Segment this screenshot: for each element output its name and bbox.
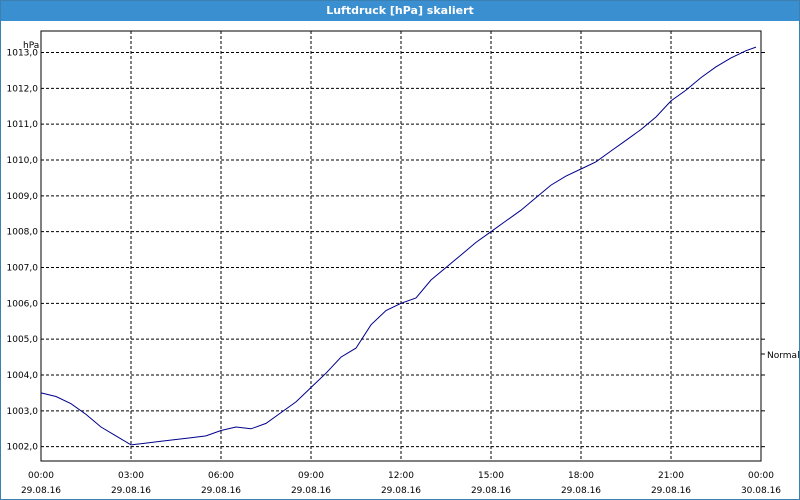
y-tick-label: 1010,0 xyxy=(7,156,39,166)
y-tick-label: 1008,0 xyxy=(7,228,39,238)
x-tick-date: 29.08.16 xyxy=(561,486,601,496)
y-tick-label: 1013,0 xyxy=(7,49,39,59)
legend-label-normal: Normal xyxy=(767,351,799,361)
x-tick-time: 15:00 xyxy=(478,471,504,481)
y-tick-label: 1002,0 xyxy=(7,443,39,453)
x-tick-date: 29.08.16 xyxy=(21,486,61,496)
x-tick-time: 21:00 xyxy=(658,471,684,481)
grid-lines xyxy=(41,31,765,461)
x-tick-time: 18:00 xyxy=(568,471,594,481)
x-tick-time: 06:00 xyxy=(208,471,234,481)
x-tick-labels: 00:00 29.08.16 03:00 29.08.16 06:00 29.08.16 0… xyxy=(21,471,781,496)
y-axis-unit: hPa xyxy=(23,41,39,51)
chart-svg: hPa 1002,0 1003,0 1004,0 1005,0 1006,0 1007,0… xyxy=(7,30,799,496)
y-tick-label: 1009,0 xyxy=(7,192,39,202)
y-tick-label: 1012,0 xyxy=(7,84,39,94)
x-tick-time: 00:00 xyxy=(748,471,774,481)
x-tick-date: 30.08.16 xyxy=(741,486,781,496)
x-tick-time: 03:00 xyxy=(118,471,144,481)
series-line-normal xyxy=(40,46,757,446)
window-title: Luftdruck [hPa] skaliert xyxy=(1,1,799,21)
x-tick-date: 29.08.16 xyxy=(471,486,511,496)
x-tick-date: 29.08.16 xyxy=(651,486,691,496)
x-tick-date: 29.08.16 xyxy=(111,486,151,496)
x-tick-time: 12:00 xyxy=(388,471,414,481)
y-tick-label: 1006,0 xyxy=(7,299,39,309)
x-tick-time: 09:00 xyxy=(298,471,324,481)
y-tick-label: 1011,0 xyxy=(7,120,39,130)
x-tick-time: 00:00 xyxy=(28,471,54,481)
y-tick-label: 1004,0 xyxy=(7,371,39,381)
y-tick-label: 1003,0 xyxy=(7,407,39,417)
x-tick-date: 29.08.16 xyxy=(291,486,331,496)
y-tick-labels: 1002,0 1003,0 1004,0 1005,0 1006,0 1007,0 1008… xyxy=(7,49,39,453)
y-tick-label: 1005,0 xyxy=(7,335,39,345)
x-tick-date: 29.08.16 xyxy=(381,486,421,496)
y-tick-label: 1007,0 xyxy=(7,264,39,274)
plot-frame xyxy=(40,30,762,462)
x-tick-date: 29.08.16 xyxy=(201,486,241,496)
